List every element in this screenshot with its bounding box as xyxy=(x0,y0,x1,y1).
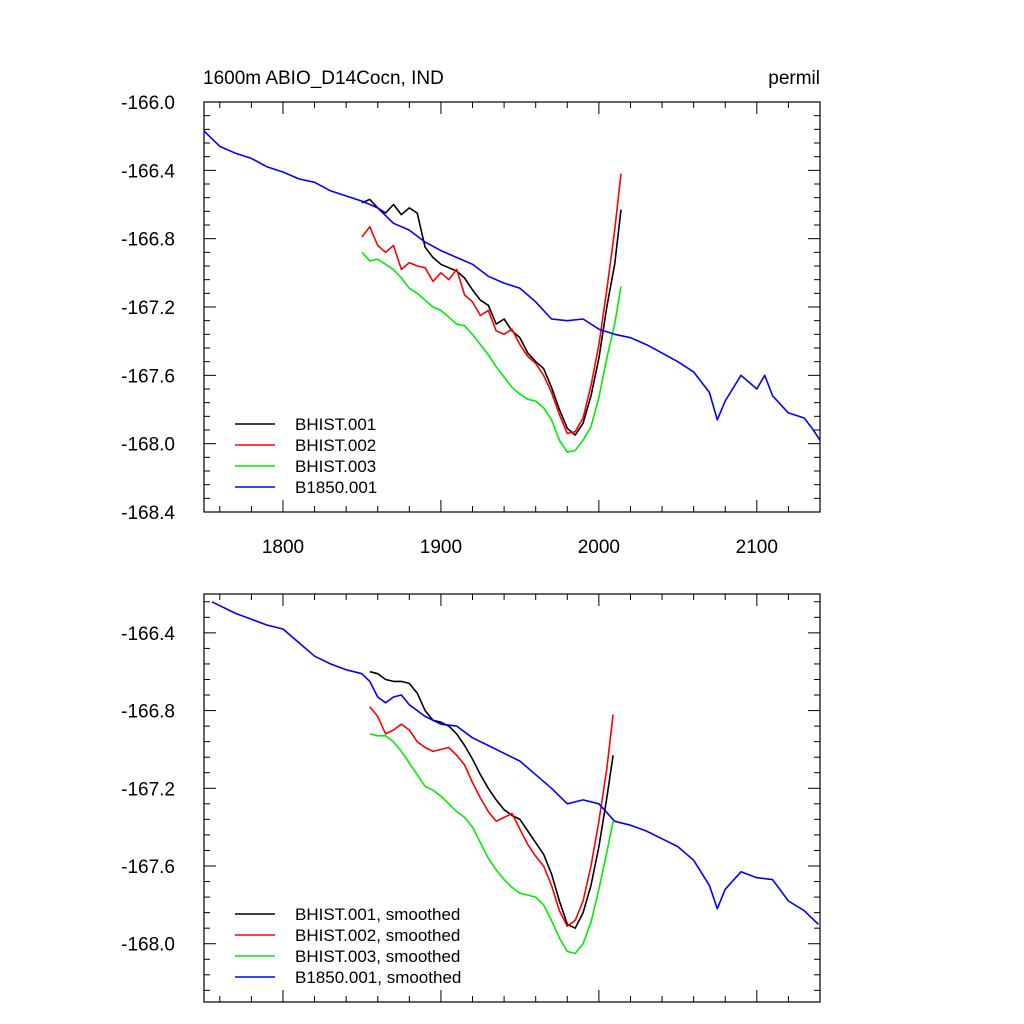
y-tick-label: -166.4 xyxy=(121,624,175,645)
legend-label: BHIST.003 xyxy=(295,457,376,476)
x-tick-label: 1900 xyxy=(420,537,462,558)
legend-label: B1850.001, smoothed xyxy=(295,968,461,987)
x-tick-label: 1800 xyxy=(262,537,304,558)
y-tick-label: -168.0 xyxy=(121,935,175,956)
legend-label: B1850.001 xyxy=(295,478,377,497)
x-tick-label: 2000 xyxy=(578,537,620,558)
units-label: permil xyxy=(768,68,820,89)
y-tick-label: -168.0 xyxy=(121,435,175,456)
y-tick-label: -166.8 xyxy=(121,702,175,723)
y-tick-label: -168.4 xyxy=(121,503,175,524)
x-tick-label: 2100 xyxy=(736,537,778,558)
legend-label: BHIST.002 xyxy=(295,436,376,455)
series-line-bhist-001 xyxy=(361,198,622,436)
y-tick-label: -167.2 xyxy=(121,298,175,319)
series-line-bhist-003 xyxy=(361,251,622,453)
legend-label: BHIST.003, smoothed xyxy=(295,947,460,966)
y-tick-label: -167.6 xyxy=(121,857,175,878)
y-tick-label: -166.0 xyxy=(121,93,175,114)
chart-title: 1600m ABIO_D14Cocn, IND xyxy=(203,68,444,89)
y-tick-label: -167.6 xyxy=(121,366,175,387)
series-line-bhist-002 xyxy=(361,173,622,435)
plot-frame xyxy=(203,593,821,1003)
series-line-bhist-003-smoothed xyxy=(369,733,614,955)
y-tick-label: -166.8 xyxy=(121,230,175,251)
y-tick-label: -166.4 xyxy=(121,161,175,182)
series-line-b1850-001-smoothed xyxy=(211,601,819,925)
series-line-b1850-001 xyxy=(204,130,820,441)
top-chart-panel: 1600m ABIO_D14Cocn, IND permil 1800 1900 2… xyxy=(121,68,821,558)
series-group xyxy=(211,601,819,955)
series-group xyxy=(204,130,820,453)
y-tick-label: -167.2 xyxy=(121,779,175,800)
legend-label: BHIST.001, smoothed xyxy=(295,905,460,924)
legend-label: BHIST.002, smoothed xyxy=(295,926,460,945)
legend-label: BHIST.001 xyxy=(295,415,376,434)
series-line-bhist-002-smoothed xyxy=(369,706,614,927)
series-line-bhist-001-smoothed xyxy=(369,670,614,929)
bottom-chart-panel: -166.4 -166.8 -167.2 -167.6 -168.0 BHIST.001,… xyxy=(121,593,821,1003)
